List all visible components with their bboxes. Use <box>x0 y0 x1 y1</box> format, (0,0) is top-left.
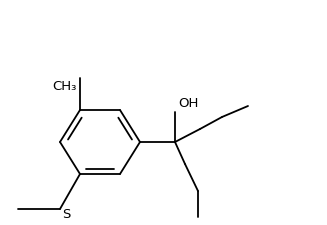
Text: CH₃: CH₃ <box>53 80 77 93</box>
Text: OH: OH <box>178 97 198 110</box>
Text: S: S <box>62 207 70 220</box>
